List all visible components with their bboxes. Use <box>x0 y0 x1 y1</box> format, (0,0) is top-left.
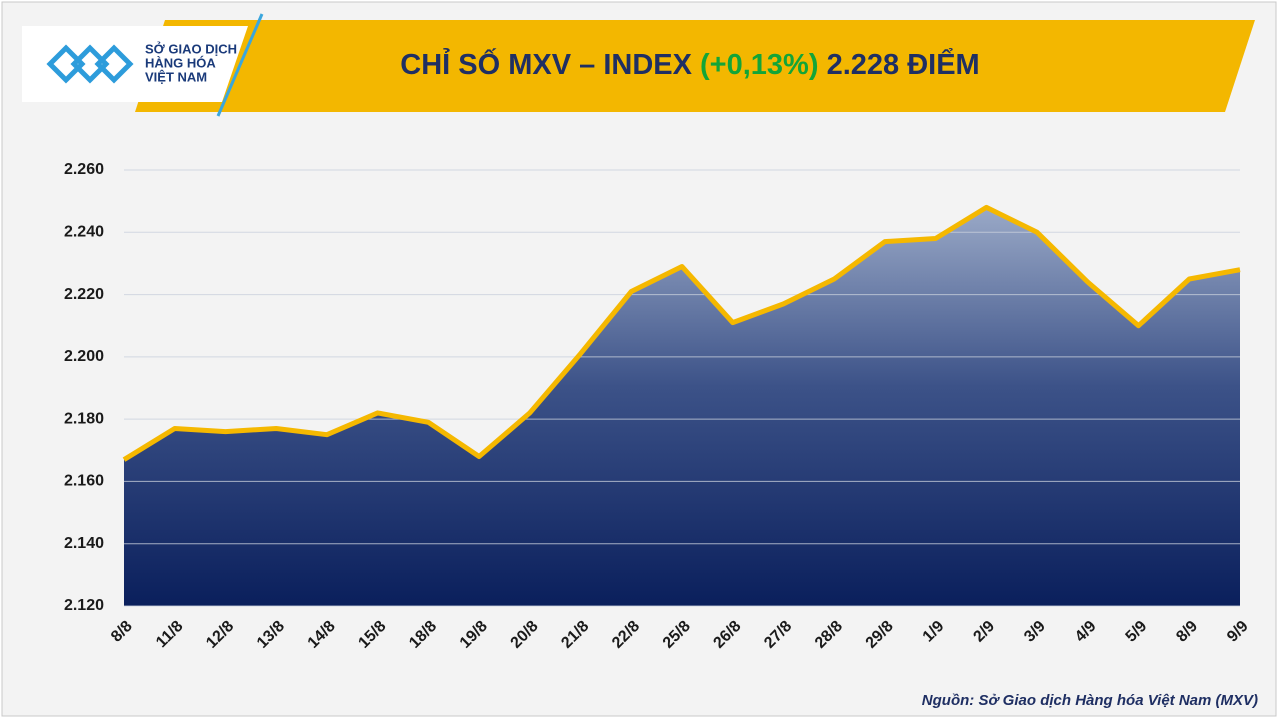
logo-text: HÀNG HÓA <box>145 55 216 70</box>
y-tick-label: 2.180 <box>64 410 104 427</box>
logo-text: VIỆT NAM <box>145 69 207 84</box>
title-value: 2.228 ĐIỂM <box>827 47 980 81</box>
y-tick-label: 2.240 <box>64 224 104 241</box>
y-tick-label: 2.160 <box>64 473 104 490</box>
y-tick-label: 2.120 <box>64 597 104 614</box>
title-change: (+0,13%) <box>700 49 818 81</box>
y-tick-label: 2.140 <box>64 535 104 552</box>
logo-box <box>22 26 248 102</box>
header-band <box>135 20 1255 112</box>
y-tick-label: 2.260 <box>64 161 104 178</box>
logo-text: SỞ GIAO DỊCH <box>145 41 237 56</box>
line <box>122 204 1241 462</box>
logo-accent <box>216 13 264 117</box>
source-note: Nguồn: Sở Giao dịch Hàng hóa Việt Nam (M… <box>922 692 1258 709</box>
logo-icon <box>46 44 134 84</box>
y-tick-label: 2.200 <box>64 348 104 365</box>
y-tick-label: 2.220 <box>64 286 104 303</box>
chart-title: CHỈ SỐ MXV – INDEX (+0,13%) 2.228 ĐIỂM <box>400 47 979 81</box>
title-main: CHỈ SỐ MXV – INDEX <box>400 47 692 81</box>
area <box>124 207 1240 606</box>
